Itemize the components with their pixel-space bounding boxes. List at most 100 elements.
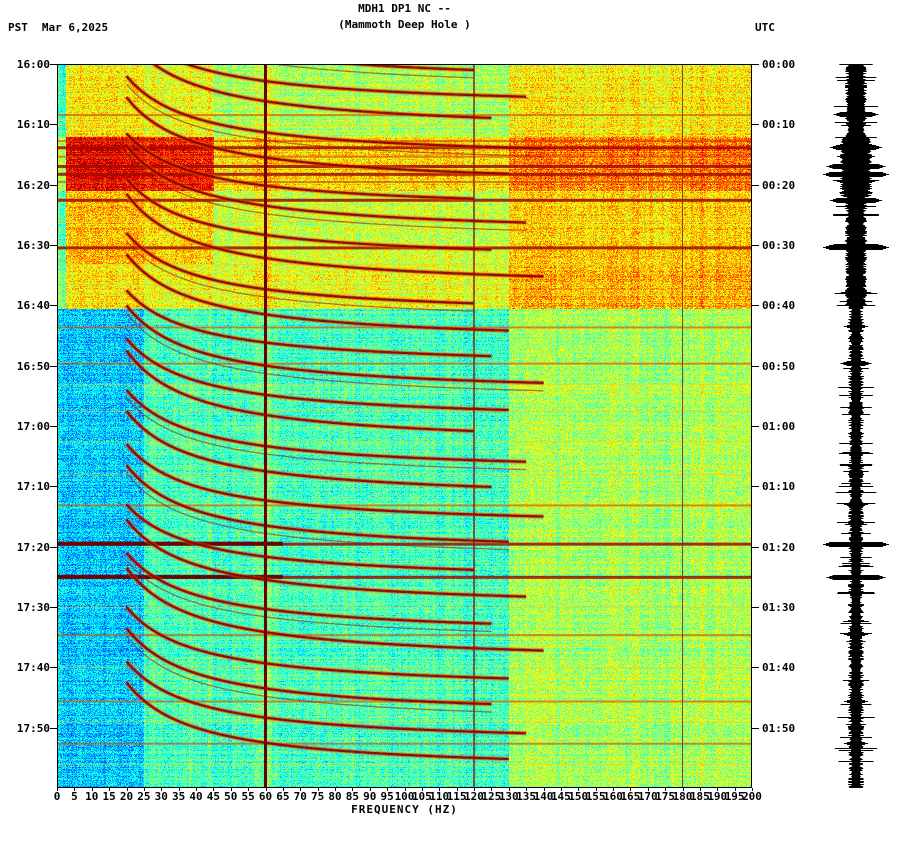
freq-tick bbox=[74, 788, 76, 791]
time-tick-left bbox=[50, 365, 57, 367]
time-tick-right bbox=[752, 365, 759, 367]
freq-tick-label: 5 bbox=[71, 790, 78, 803]
time-tick-left bbox=[50, 667, 57, 669]
page-title: MDH1 DP1 NC -- bbox=[358, 2, 451, 15]
freq-tick-label: 165 bbox=[620, 790, 641, 803]
right-time-label: 01:00 bbox=[762, 420, 796, 433]
time-tick-left bbox=[50, 305, 57, 307]
freq-tick-label: 40 bbox=[189, 790, 203, 803]
freq-tick bbox=[230, 788, 232, 791]
freq-tick-label: 0 bbox=[53, 790, 61, 803]
freq-tick bbox=[665, 788, 667, 791]
timezone-right: UTC bbox=[755, 21, 775, 34]
right-time-label: 01:50 bbox=[762, 721, 796, 735]
time-tick-right bbox=[752, 124, 759, 126]
right-time-label: 00:40 bbox=[762, 299, 796, 313]
freq-tick bbox=[335, 788, 336, 791]
freq-tick bbox=[560, 788, 562, 791]
left-time-label: 17:00 bbox=[16, 420, 50, 433]
freq-tick-label: 95 bbox=[380, 790, 394, 803]
left-time-label: 16:20 bbox=[16, 178, 50, 192]
freq-tick bbox=[630, 788, 632, 791]
freq-tick-label: 180 bbox=[672, 790, 693, 803]
freq-tick-label: 30 bbox=[154, 790, 168, 803]
time-tick-right bbox=[752, 667, 759, 669]
date-label: Mar 6,2025 bbox=[41, 21, 109, 34]
left-time-label: 16:10 bbox=[16, 118, 50, 132]
freq-tick-label: 35 bbox=[172, 790, 186, 803]
left-time-label: 17:40 bbox=[16, 661, 50, 675]
freq-tick-label: 75 bbox=[311, 790, 325, 803]
time-tick-right bbox=[752, 486, 759, 488]
freq-tick-label: 135 bbox=[516, 790, 537, 803]
freq-tick-label: 175 bbox=[655, 790, 676, 803]
freq-tick-label: 150 bbox=[568, 790, 589, 803]
right-time-label: 00:00 bbox=[762, 58, 796, 71]
freq-tick bbox=[439, 788, 441, 791]
freq-tick bbox=[369, 788, 371, 791]
freq-tick-label: 70 bbox=[293, 790, 307, 803]
x-axis-label: FREQUENCY (HZ) bbox=[351, 803, 458, 816]
freq-tick bbox=[57, 788, 58, 791]
freq-tick bbox=[248, 788, 250, 791]
freq-tick-label: 160 bbox=[603, 790, 623, 803]
freq-tick-label: 15 bbox=[102, 790, 116, 803]
right-time-label: 00:10 bbox=[762, 118, 796, 132]
freq-tick bbox=[578, 788, 580, 791]
time-tick-right bbox=[752, 305, 759, 307]
left-time-label: 17:30 bbox=[16, 601, 50, 614]
seismogram-trace-canvas bbox=[820, 64, 892, 788]
time-tick-right bbox=[752, 727, 759, 729]
freq-tick bbox=[647, 788, 649, 791]
left-time-label: 16:30 bbox=[16, 239, 50, 252]
freq-tick bbox=[421, 788, 423, 791]
freq-tick bbox=[91, 788, 93, 791]
freq-tick-label: 185 bbox=[689, 790, 710, 803]
time-tick-left bbox=[50, 727, 57, 729]
freq-tick bbox=[526, 788, 528, 791]
freq-tick bbox=[734, 788, 736, 791]
freq-tick bbox=[595, 788, 597, 791]
left-time-label: 17:50 bbox=[16, 721, 50, 735]
freq-tick bbox=[491, 788, 493, 791]
freq-tick bbox=[213, 788, 215, 791]
freq-tick-label: 105 bbox=[411, 790, 432, 803]
freq-tick-label: 110 bbox=[429, 790, 450, 803]
right-time-label: 01:30 bbox=[762, 601, 796, 614]
freq-tick-label: 155 bbox=[585, 790, 606, 803]
freq-tick bbox=[543, 788, 545, 791]
freq-tick-label: 195 bbox=[724, 790, 745, 803]
freq-tick-label: 50 bbox=[224, 790, 238, 803]
freq-tick bbox=[474, 788, 475, 791]
freq-tick bbox=[265, 788, 267, 791]
left-time-label: 16:40 bbox=[16, 299, 50, 313]
time-tick-left bbox=[50, 245, 57, 246]
freq-tick-label: 115 bbox=[446, 790, 467, 803]
freq-tick bbox=[508, 788, 510, 791]
freq-tick bbox=[613, 788, 614, 791]
freq-tick bbox=[404, 788, 406, 791]
time-tick-left bbox=[50, 426, 57, 427]
freq-tick bbox=[317, 788, 319, 791]
freq-tick bbox=[699, 788, 701, 791]
freq-tick bbox=[196, 788, 197, 791]
freq-tick bbox=[352, 788, 354, 791]
freq-tick-label: 45 bbox=[206, 790, 220, 803]
time-tick-right bbox=[752, 184, 759, 186]
freq-tick-label: 125 bbox=[481, 790, 502, 803]
freq-tick-label: 10 bbox=[85, 790, 99, 803]
time-tick-left bbox=[50, 184, 57, 186]
right-time-label: 01:10 bbox=[762, 480, 796, 494]
time-tick-left bbox=[50, 546, 57, 548]
spectrogram-canvas bbox=[57, 64, 752, 788]
right-time-label: 00:30 bbox=[762, 239, 796, 252]
left-time-label: 17:20 bbox=[16, 540, 50, 554]
freq-tick bbox=[456, 788, 458, 791]
freq-tick-label: 140 bbox=[533, 790, 554, 803]
freq-tick-label: 190 bbox=[707, 790, 728, 803]
freq-tick-label: 85 bbox=[345, 790, 359, 803]
timezone-left: PST Mar 6,2025 bbox=[8, 21, 108, 34]
freq-tick bbox=[161, 788, 163, 791]
freq-tick-label: 25 bbox=[137, 790, 151, 803]
